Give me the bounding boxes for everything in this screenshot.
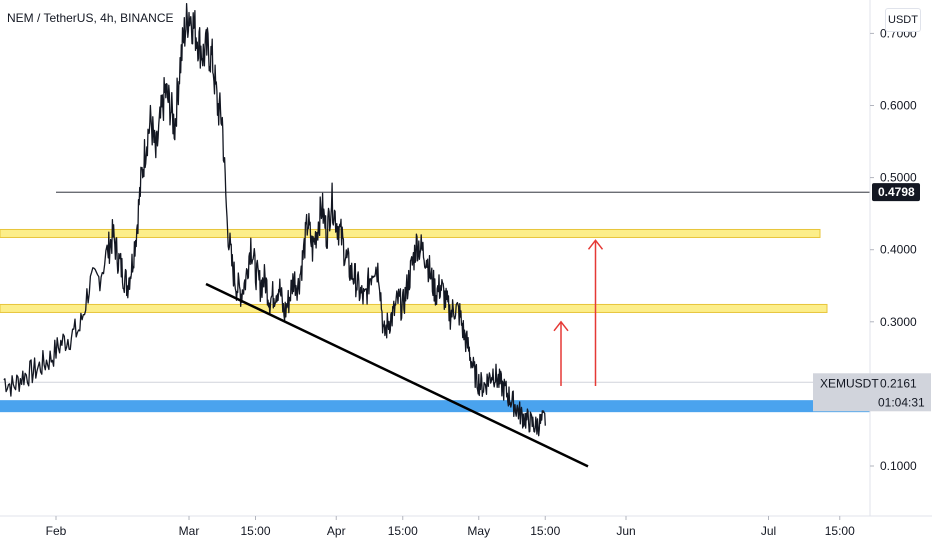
symbol-title: NEM / TetherUS, 4h, BINANCE	[7, 11, 174, 25]
x-tick-label: Feb	[46, 524, 67, 538]
y-tick-label: 0.1000	[880, 459, 917, 473]
currency-button[interactable]: USDT	[885, 8, 921, 32]
level-price-label: 0.4798	[878, 185, 915, 199]
arrow-head	[553, 320, 569, 332]
x-tick-label: Jul	[761, 524, 776, 538]
axis-layer: 0.70000.60000.50000.40000.30000.10000.47…	[0, 0, 932, 538]
y-tick-label: 0.5000	[880, 171, 917, 185]
x-tick-label: 15:00	[530, 524, 560, 538]
resistance-zone	[0, 228, 821, 238]
x-tick-label: Jun	[616, 524, 635, 538]
last-price-symbol: XEMUSDT	[820, 376, 879, 390]
trendline	[205, 282, 589, 468]
zones-layer	[0, 228, 870, 413]
price-layer	[3, 2, 546, 437]
x-tick-label: Apr	[327, 524, 346, 538]
y-tick-label: 0.4000	[880, 243, 917, 257]
x-tick-label: Mar	[179, 524, 200, 538]
arrow-head	[587, 239, 604, 250]
support-zone	[0, 400, 870, 413]
x-tick-label: May	[467, 524, 490, 538]
y-tick-label: 0.6000	[880, 99, 917, 113]
level-price-badge	[872, 183, 920, 202]
last-price-badge	[813, 373, 931, 412]
y-tick-label: 0.3000	[880, 315, 917, 329]
price-series-line	[3, 2, 546, 437]
resistance-zone	[0, 303, 828, 313]
x-tick-label: 15:00	[240, 524, 270, 538]
bar-countdown: 01:04:31	[878, 395, 925, 409]
x-tick-label: 15:00	[388, 524, 418, 538]
drawings-layer	[56, 191, 870, 468]
last-price-value: 0.2161	[880, 376, 917, 390]
x-tick-label: 15:00	[825, 524, 855, 538]
